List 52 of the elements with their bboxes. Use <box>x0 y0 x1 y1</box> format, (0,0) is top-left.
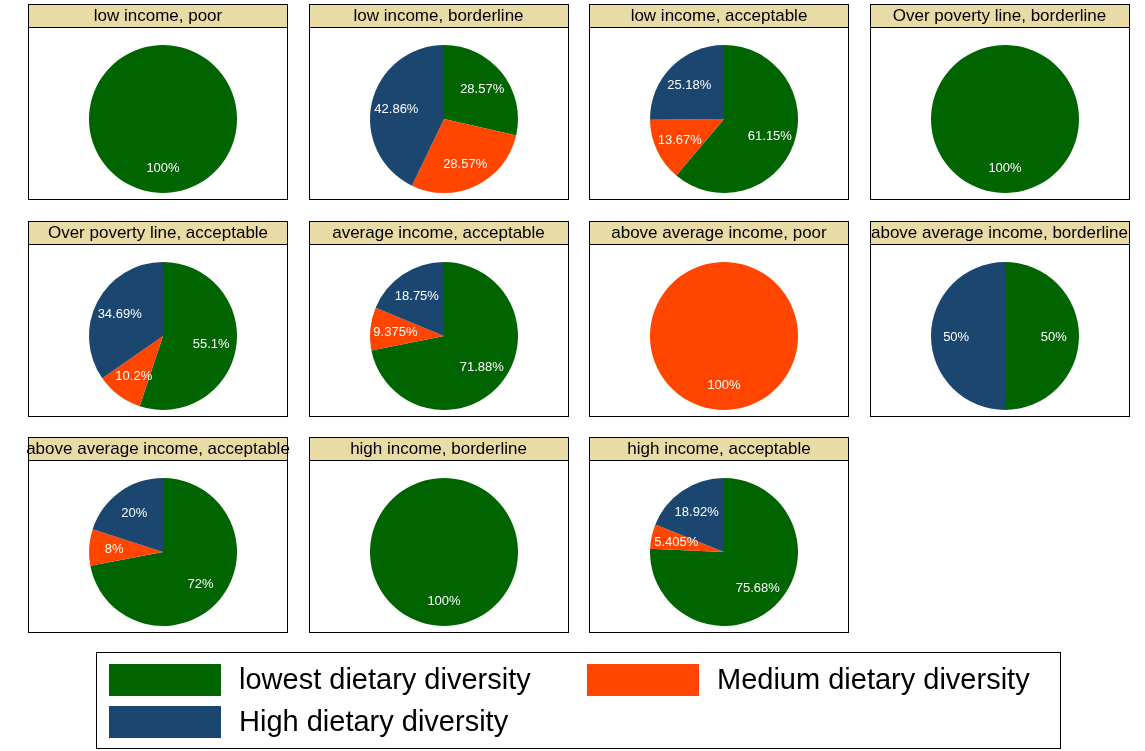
pie-slice <box>370 261 518 410</box>
pie-slice <box>89 261 163 378</box>
data-label: 8% <box>104 541 125 557</box>
data-label: 100% <box>987 160 1022 176</box>
pie-slice <box>92 478 163 552</box>
chart-title: Over poverty line, borderline <box>892 5 1107 27</box>
pie-slice <box>650 119 724 176</box>
data-label: 34.69% <box>97 305 143 321</box>
pie-slice <box>89 529 163 566</box>
data-label: 75.68% <box>735 579 781 595</box>
pie-slice <box>369 45 444 186</box>
pie-slice <box>90 478 237 626</box>
data-label: 100% <box>146 160 181 176</box>
chart-title: low income, poor <box>93 5 223 27</box>
pie-slice <box>375 261 444 336</box>
data-label: 100% <box>707 376 742 392</box>
data-label: 5.405% <box>654 534 699 550</box>
chart-title: low income, borderline <box>353 5 524 27</box>
pie-slice <box>650 478 798 626</box>
data-label: 13.67% <box>657 132 703 148</box>
legend-label: High dietary diversity <box>239 705 509 738</box>
chart-title: low income, acceptable <box>630 5 808 27</box>
data-label: 28.57% <box>459 81 505 97</box>
data-label: 25.18% <box>667 77 712 93</box>
pie-slice <box>443 45 518 136</box>
data-label: 71.88% <box>459 358 504 374</box>
data-label: 42.86% <box>373 100 419 116</box>
pie-slice <box>411 119 516 193</box>
data-label: 50% <box>942 328 970 343</box>
data-label: 61.15% <box>747 128 793 144</box>
data-label: 20% <box>121 504 148 520</box>
data-label: 50% <box>1040 328 1067 343</box>
data-label: 100% <box>426 593 461 609</box>
chart-title: high income, acceptable <box>627 438 811 460</box>
data-label: 72% <box>187 575 215 591</box>
data-label: 55.1% <box>192 335 231 351</box>
chart-title: above average income, borderline <box>870 221 1129 244</box>
chart-title: high income, borderline <box>350 438 527 460</box>
data-label: 9.375% <box>372 323 418 339</box>
pie-slice <box>655 478 724 552</box>
legend-label: lowest dietary diversity <box>239 663 531 696</box>
data-label: 18.92% <box>674 504 720 520</box>
pie-slice <box>930 261 1005 410</box>
legend-label: Medium dietary diversity <box>717 663 1030 696</box>
pie-slice <box>1004 261 1079 410</box>
pie-slice <box>650 45 724 120</box>
data-label: 28.57% <box>442 155 488 171</box>
chart-title: Over poverty line, acceptable <box>47 221 269 244</box>
chart-title: above average income, poor <box>611 221 827 244</box>
pie-slice <box>102 335 163 406</box>
chart-title: average income, acceptable <box>332 221 545 244</box>
data-label: 18.75% <box>394 287 439 303</box>
